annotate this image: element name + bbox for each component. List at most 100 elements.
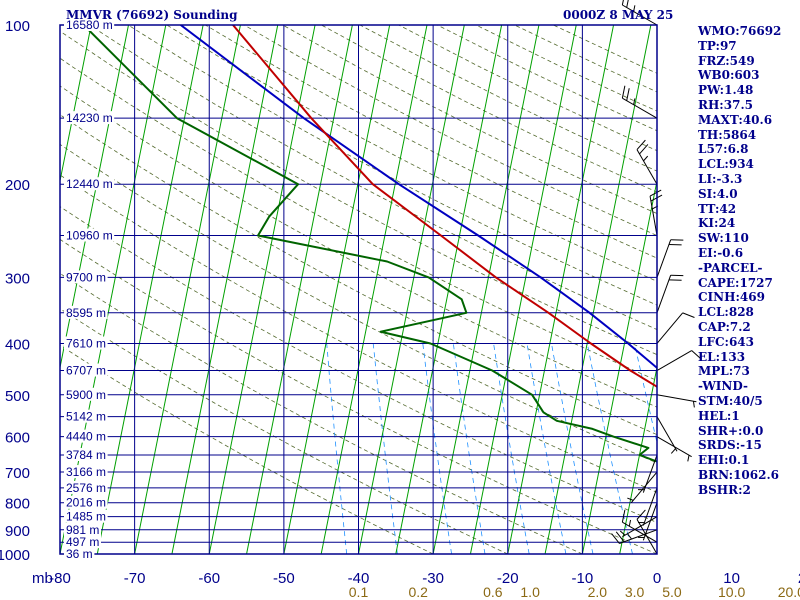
dewpoint-trace	[82, 25, 657, 463]
wind-barb-flag	[636, 139, 646, 150]
index-row: CINH:469	[698, 290, 765, 305]
wind-barb-half-flag	[628, 519, 632, 527]
wind-barb-half-flag	[633, 5, 636, 12]
index-row: L57:6.8	[698, 142, 749, 157]
mixing-ratio-line	[372, 343, 398, 554]
isotherm	[96, 25, 204, 554]
height-label-background	[64, 495, 108, 509]
index-row: LCL:828	[698, 305, 754, 320]
height-level-label: 4440 m	[66, 430, 106, 444]
wind-barb-flag	[615, 531, 625, 543]
isotherm	[469, 25, 577, 554]
index-row: SHR+:0.0	[698, 423, 764, 438]
mixing-ratio-label: 0.6	[483, 584, 503, 600]
index-row: TP:97	[698, 38, 737, 53]
height-label-background	[64, 270, 108, 284]
height-label-background	[64, 177, 115, 191]
temperature-tick-label: -30	[422, 570, 444, 587]
traces-layer	[82, 25, 657, 463]
wind-barb-half-flag	[633, 98, 636, 105]
temperature-tick-label: -10	[572, 570, 594, 587]
dry-adiabat	[60, 174, 657, 493]
mixing-ratio-label: 5.0	[662, 584, 682, 600]
wind-barb-shaft	[649, 196, 658, 236]
temperature-tick-label: 10	[723, 570, 740, 587]
height-level-label: 9700 m	[66, 270, 106, 284]
index-row: EL:133	[698, 349, 746, 364]
mixing-ratio-label: 20.0	[778, 584, 800, 600]
index-row: SRDS:-15	[698, 438, 762, 453]
wind-barb-flag	[649, 189, 662, 197]
dry-adiabat	[60, 114, 657, 436]
height-label-background	[64, 429, 108, 443]
mixing-ratio-label: 0.1	[349, 584, 369, 600]
height-label-background	[64, 336, 108, 350]
temperature-trace	[232, 25, 657, 388]
dry-adiabat	[60, 143, 657, 464]
wind-barb-flag	[636, 509, 646, 520]
wind-barb-shaft	[622, 516, 658, 538]
isotherm	[544, 25, 652, 554]
mixing-ratio-label: 2.0	[588, 584, 608, 600]
grid-layer	[60, 25, 657, 554]
wind-barb-flag	[621, 509, 626, 523]
pressure-tick-label: 500	[5, 388, 30, 405]
temperature-tick-label: 20	[798, 570, 800, 587]
wind-barb-half-flag	[692, 401, 695, 408]
plot-frame	[59, 24, 658, 555]
index-row: WMO:76692	[698, 24, 782, 38]
dry-adiabat	[60, 57, 657, 381]
height-label-background	[64, 305, 108, 319]
temperature-tick-label: -70	[124, 570, 146, 587]
wind-barb-shaft	[656, 239, 672, 278]
wind-barb-flag	[611, 533, 620, 544]
height-level-label: 6707 m	[66, 364, 106, 378]
pressure-tick-label: 600	[5, 430, 30, 447]
height-label-background	[64, 409, 108, 423]
isotherm	[619, 364, 657, 554]
index-row: -WIND-	[698, 379, 748, 394]
height-level-label: 8595 m	[66, 306, 106, 320]
isotherm	[134, 25, 241, 554]
wind-barb-shaft	[622, 97, 658, 119]
chart-title-station: MMVR (76692) Sounding	[66, 8, 238, 22]
index-row: CAP:7.2	[698, 319, 751, 334]
height-label-background	[64, 363, 108, 377]
wind-barb-flag	[621, 0, 624, 6]
isotherm	[171, 25, 279, 554]
wind-barb-flag	[626, 88, 630, 101]
height-label-background	[64, 228, 115, 242]
wind-barb-flag	[691, 350, 702, 360]
wind-barb-flag	[626, 0, 629, 8]
isotherm	[581, 178, 657, 554]
wind-barb-shaft	[656, 394, 697, 403]
height-label-background	[64, 387, 108, 401]
height-label-background	[64, 465, 108, 479]
height-level-label: 36 m	[66, 547, 93, 561]
index-row: EHI:0.1	[698, 453, 750, 468]
mixing-ratio-label: 3.0	[625, 584, 645, 600]
dry-adiabat	[60, 85, 657, 408]
index-row: LFC:643	[698, 334, 754, 349]
index-row: BRN:1062.6	[698, 467, 780, 482]
isotherm	[320, 25, 428, 554]
pressure-tick-label: 700	[5, 465, 30, 482]
height-label-background	[64, 509, 108, 523]
wind-barb-shaft	[656, 350, 692, 371]
wind-barb-shaft	[656, 312, 684, 344]
wind-barb-half-flag	[670, 448, 676, 454]
isotherm	[283, 25, 391, 554]
index-row: WB0:603	[698, 68, 760, 83]
temperature-tick-label: -40	[348, 570, 370, 587]
height-label-background	[64, 18, 115, 31]
wind-barb-shaft	[622, 521, 658, 543]
index-row: TT:42	[698, 201, 737, 216]
isotherm	[507, 25, 615, 554]
wind-barb-half-flag	[627, 497, 634, 501]
temperature-tick-label: -80	[49, 570, 71, 587]
wind-barb-half-flag	[627, 533, 633, 540]
index-row: FRZ:549	[698, 53, 755, 68]
pressure-tick-label: 1000	[0, 547, 30, 564]
index-row: EI:-0.6	[698, 245, 744, 260]
